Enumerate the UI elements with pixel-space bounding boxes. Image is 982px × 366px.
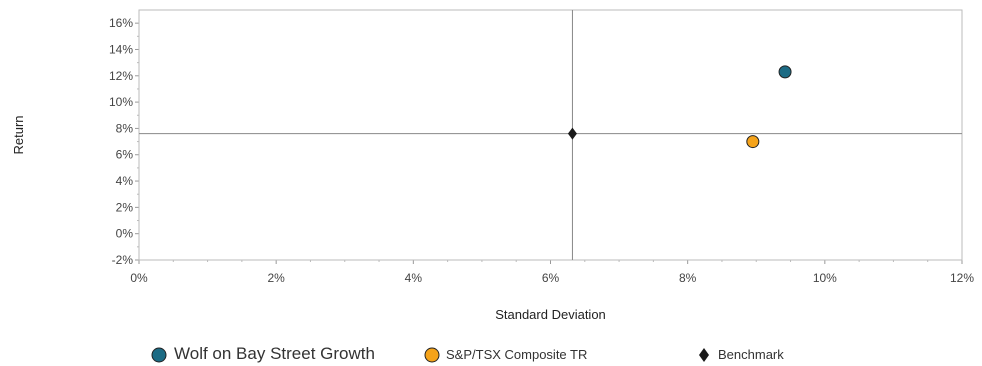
legend-item-wolf-growth: Wolf on Bay Street Growth — [150, 343, 375, 365]
scatter-point — [746, 135, 760, 149]
legend-label: S&P/TSX Composite TR — [446, 346, 588, 362]
y-tick-label: 8% — [116, 121, 134, 135]
x-tick-label: 12% — [950, 271, 974, 285]
y-tick-label: 6% — [116, 148, 134, 162]
x-tick-label: 2% — [267, 271, 285, 285]
x-tick-label: 6% — [542, 271, 560, 285]
y-tick-label: 10% — [109, 95, 133, 109]
legend-item-benchmark: Benchmark — [696, 343, 784, 365]
legend-item-sp-tsx: S&P/TSX Composite TR — [422, 343, 587, 365]
legend: Wolf on Bay Street Growth S&P/TSX Compos… — [150, 343, 950, 365]
data-points — [567, 65, 792, 149]
y-axis-ticks: -2% 0% 2% 4% 6% 8% 10% 12% 14% 16% — [109, 16, 139, 267]
x-axis-title: Standard Deviation — [495, 307, 606, 322]
legend-label: Benchmark — [718, 346, 784, 362]
plot-area — [138, 9, 963, 261]
y-tick-label: 0% — [116, 227, 134, 241]
x-tick-label: 8% — [679, 271, 697, 285]
x-axis-ticks: 0% 2% 4% 6% 8% 10% 12% — [130, 260, 974, 285]
scatter-point — [778, 65, 792, 79]
x-tick-label: 10% — [813, 271, 837, 285]
diamond-marker-icon — [699, 348, 709, 362]
benchmark-point — [567, 127, 577, 140]
y-axis-title: Return — [11, 115, 26, 154]
y-tick-label: -2% — [112, 253, 134, 267]
y-tick-label: 16% — [109, 16, 133, 30]
y-tick-label: 12% — [109, 69, 133, 83]
circle-marker-icon — [151, 347, 167, 363]
y-tick-label: 2% — [116, 200, 134, 214]
legend-label: Wolf on Bay Street Growth — [174, 344, 375, 363]
circle-marker-icon — [424, 347, 440, 363]
y-tick-label: 4% — [116, 174, 134, 188]
y-tick-label: 14% — [109, 42, 133, 56]
x-tick-label: 4% — [405, 271, 423, 285]
x-tick-label: 0% — [130, 271, 148, 285]
